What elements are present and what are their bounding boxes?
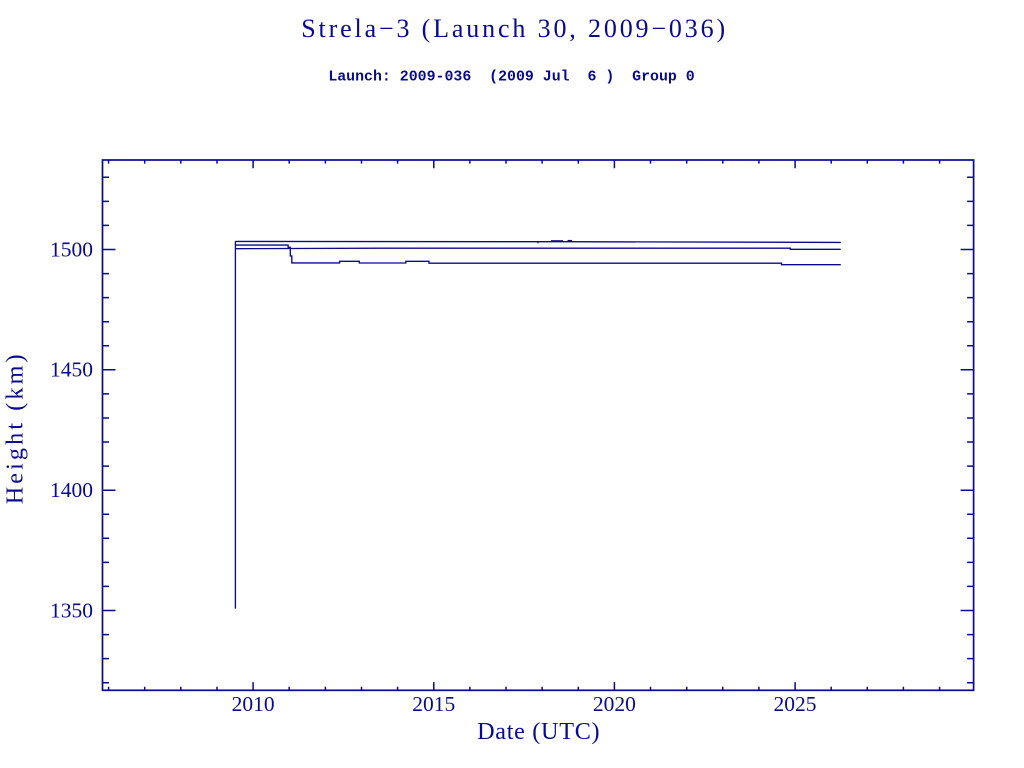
svg-text:1350: 1350 [50,598,93,622]
svg-text:2010: 2010 [232,692,275,716]
svg-text:2020: 2020 [593,692,636,716]
svg-text:Strela−3 (Launch 30, 2009−036): Strela−3 (Launch 30, 2009−036) [301,14,728,43]
svg-text:1500: 1500 [50,237,93,261]
svg-text:1400: 1400 [50,478,93,502]
svg-text:Launch: 2009-036 (2009 Jul 6: Launch: 2009-036 (2009 Jul 6 ) Group 0 [328,69,694,85]
svg-text:Height (km): Height (km) [1,351,28,504]
svg-text:1450: 1450 [50,358,93,382]
svg-text:2025: 2025 [774,692,817,716]
svg-text:Date (UTC): Date (UTC) [477,718,600,745]
svg-text:2015: 2015 [412,692,455,716]
